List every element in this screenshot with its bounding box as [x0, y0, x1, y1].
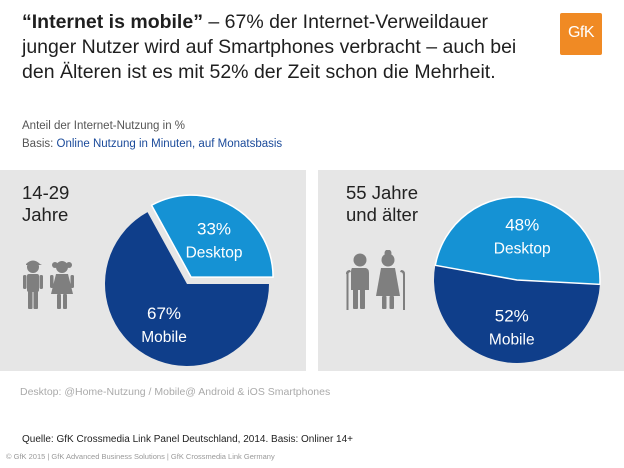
headline-bold: “Internet is mobile” — [22, 11, 203, 33]
pie-chart-older: 52% Mobile 48% Desktop — [434, 196, 601, 364]
chart-basis: Basis: Online Nutzung in Minuten, auf Mo… — [22, 138, 282, 150]
elderly-people-icon — [346, 250, 405, 310]
basis-label: Basis: — [22, 138, 57, 150]
pie-young-label-mobile-name: Mobile — [141, 329, 187, 346]
pie-older-label-desktop-name: Desktop — [494, 241, 551, 258]
young-people-icon — [23, 260, 74, 309]
age-group-older-label: 55 Jahre und älter — [346, 182, 418, 226]
age-older-line1: 55 Jahre — [346, 182, 418, 203]
chart-subtitle: Anteil der Internet-Nutzung in % — [22, 120, 186, 132]
pie-older-slice-mobile — [434, 265, 600, 364]
pie-chart-young: 67% Mobile 33% Desktop — [104, 194, 274, 366]
pie-older-slice-desktop — [434, 196, 601, 286]
pie-young-label-desktop-name: Desktop — [186, 244, 243, 261]
age-group-young-label: 14-29 Jahre — [22, 182, 69, 226]
pie-older-label-mobile-name: Mobile — [489, 331, 535, 348]
pie-young-slice-desktop — [150, 194, 274, 278]
age-older-line2: und älter — [346, 204, 418, 225]
logo-text: GfK — [567, 24, 595, 41]
panel-older: 55 Jahre und älter 52% Mobile 48% Desktop — [318, 170, 624, 371]
pie-older-label-mobile-percent: 52% — [495, 306, 529, 325]
age-young-line1: 14-29 — [22, 182, 70, 203]
headline-rest: – 67% der Internet-Verweildauer junger N… — [22, 11, 517, 83]
source-note: Quelle: GfK Crossmedia Link Panel Deutsc… — [22, 434, 354, 445]
pie-older-label-desktop-percent: 48% — [505, 216, 539, 235]
age-young-line2: Jahre — [22, 204, 69, 225]
panel-young: 14-29 Jahre 67% Mobile 33% Desktop — [0, 170, 306, 371]
copyright-note: © GfK 2015 | GfK Advanced Business Solut… — [6, 452, 275, 461]
gfk-logo: GfK — [560, 13, 602, 55]
headline: “Internet is mobile” – 67% der Internet-… — [22, 10, 542, 85]
pie-young-label-mobile-percent: 67% — [147, 304, 181, 323]
basis-value: Online Nutzung in Minuten, auf Monatsbas… — [56, 138, 283, 150]
pie-young-label-desktop-percent: 33% — [197, 219, 231, 238]
pie-young-slice-mobile — [104, 212, 269, 366]
footnote: Desktop: @Home-Nutzung / Mobile@ Android… — [20, 386, 331, 398]
